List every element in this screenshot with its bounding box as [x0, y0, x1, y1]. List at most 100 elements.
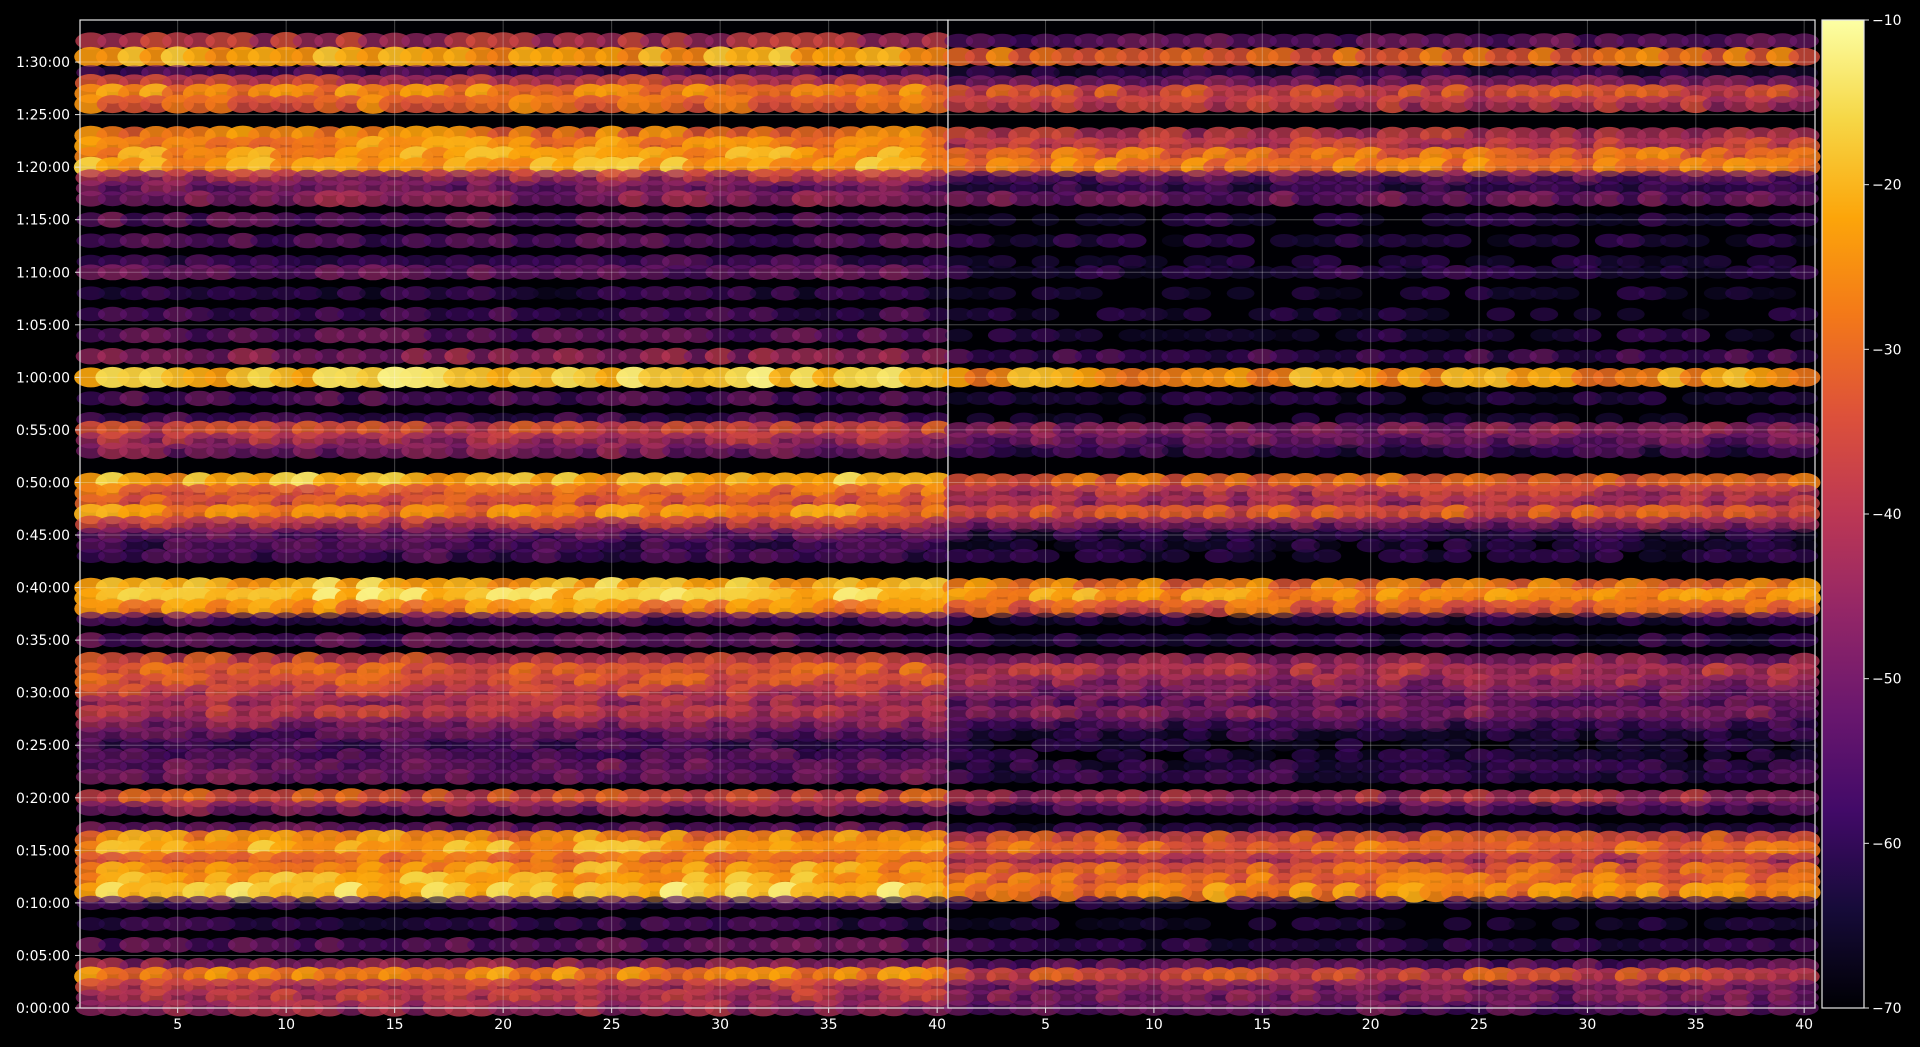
heatmap-cell: [1508, 286, 1537, 300]
heatmap-cell: [314, 758, 345, 775]
heatmap-cell: [1183, 255, 1212, 269]
heatmap-cell: [1270, 234, 1298, 248]
heatmap-cell: [1746, 265, 1776, 280]
heatmap-cell: [1355, 33, 1386, 49]
heatmap-cell: [467, 254, 496, 269]
heatmap-cell: [640, 612, 670, 626]
heatmap-cell: [97, 169, 128, 186]
heatmap-cell: [140, 327, 171, 344]
heatmap-cell: [1421, 528, 1450, 542]
heatmap-cell: [575, 758, 605, 774]
heatmap-cell: [966, 170, 995, 185]
heatmap-cell: [1140, 255, 1168, 269]
heatmap-cell: [488, 759, 518, 774]
heatmap-cell: [1399, 516, 1429, 533]
heatmap-cell: [249, 307, 279, 322]
heatmap-cell: [1053, 412, 1082, 426]
heatmap-cell: [683, 800, 714, 816]
heatmap-cell: [1009, 422, 1039, 438]
heatmap-cell: [510, 748, 540, 763]
heatmap-cell: [619, 538, 648, 553]
heatmap-cell: [988, 444, 1017, 458]
heatmap-cell: [270, 516, 302, 533]
heatmap-cell: [1031, 234, 1060, 248]
heatmap-cell: [271, 443, 301, 459]
heatmap-cell: [879, 748, 909, 763]
heatmap-cell: [1573, 527, 1602, 543]
heatmap-cell: [423, 769, 453, 785]
heatmap-cell: [1334, 412, 1364, 427]
heatmap-cell: [596, 737, 627, 753]
heatmap-cell: [988, 213, 1017, 227]
heatmap-cell: [292, 800, 323, 817]
heatmap-cell: [97, 211, 128, 228]
heatmap-cell: [1594, 516, 1624, 533]
heatmap-cell: [422, 442, 454, 459]
heatmap-cell: [1768, 66, 1797, 80]
heatmap-cell: [1118, 254, 1147, 269]
heatmap-cell: [76, 527, 106, 543]
heatmap-cell: [120, 212, 149, 227]
heatmap-cell: [749, 895, 778, 911]
heatmap-cell: [531, 727, 562, 743]
heatmap-cell: [1486, 328, 1515, 342]
heatmap-cell: [98, 633, 127, 648]
heatmap-cell: [1616, 33, 1646, 49]
heatmap-cell: [814, 286, 844, 301]
heatmap-cell: [1725, 391, 1754, 406]
heatmap-cell: [1616, 170, 1646, 185]
heatmap-cell: [1075, 286, 1103, 300]
heatmap-cell: [184, 769, 215, 785]
heatmap-cell: [1486, 307, 1515, 322]
heatmap-cell: [1421, 265, 1450, 280]
heatmap-cell: [292, 169, 323, 186]
heatmap-cell: [1789, 432, 1820, 449]
heatmap-cell: [966, 265, 995, 279]
heatmap-cell: [836, 612, 865, 626]
heatmap-cell: [249, 327, 280, 343]
heatmap-cell: [141, 254, 171, 269]
heatmap-cell: [1573, 213, 1602, 227]
heatmap-cell: [856, 348, 888, 365]
heatmap-cell: [857, 800, 887, 816]
heatmap-cell: [1421, 180, 1451, 196]
heatmap-cell: [553, 937, 583, 953]
heatmap-cell: [987, 527, 1017, 543]
heatmap-cell: [336, 212, 366, 228]
heatmap-cell: [401, 537, 432, 554]
heatmap-cell: [423, 212, 453, 227]
heatmap-cell: [1096, 307, 1125, 322]
heatmap-cell: [1291, 265, 1320, 279]
heatmap-cell: [1594, 33, 1624, 49]
heatmap-cell: [510, 233, 540, 248]
heatmap-cell: [1745, 95, 1777, 113]
heatmap-cell: [1637, 95, 1668, 113]
heatmap-cell: [380, 769, 410, 785]
heatmap-cell: [835, 212, 865, 227]
heatmap-cell: [944, 255, 973, 269]
heatmap-cell: [1703, 33, 1732, 49]
heatmap-cell: [76, 611, 106, 627]
heatmap-cell: [813, 348, 844, 365]
heatmap-cell: [1442, 265, 1472, 280]
heatmap-cell: [271, 937, 301, 953]
heatmap-cell: [792, 716, 822, 732]
heatmap-cell: [445, 527, 475, 543]
heatmap-cell: [683, 348, 714, 364]
heatmap-cell: [445, 748, 475, 763]
heatmap-cell: [1140, 392, 1168, 405]
heatmap-cell: [661, 32, 693, 50]
heatmap-cell: [922, 937, 953, 953]
heatmap-cell: [292, 442, 323, 459]
heatmap-cell: [1356, 443, 1386, 459]
heatmap-cell: [857, 264, 887, 280]
heatmap-cell: [293, 254, 322, 269]
heatmap-cell: [705, 443, 736, 459]
heatmap-cell: [531, 264, 562, 280]
heatmap-cell: [1248, 66, 1277, 80]
heatmap-cell: [1334, 432, 1364, 449]
heatmap-cell: [336, 800, 367, 817]
heatmap-cell: [228, 307, 257, 322]
heatmap-cell: [184, 527, 215, 543]
heatmap-cell: [379, 190, 410, 207]
